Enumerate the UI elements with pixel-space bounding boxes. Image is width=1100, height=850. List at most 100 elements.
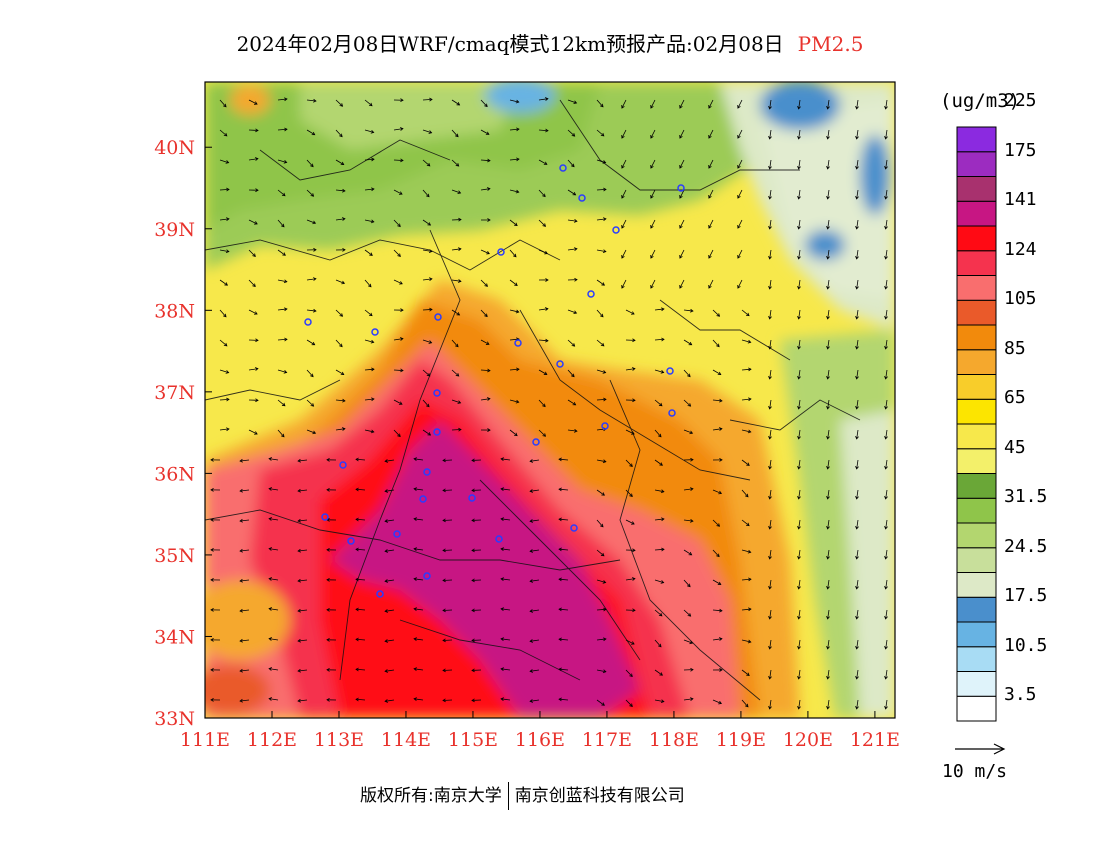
wind-arrow-head bbox=[855, 375, 859, 380]
wind-arrow-head bbox=[574, 277, 578, 282]
wind-arrow bbox=[885, 249, 888, 259]
wind-arrow bbox=[385, 489, 395, 492]
wind-arrow bbox=[769, 279, 772, 289]
wind-arrow bbox=[798, 369, 801, 379]
wind-arrow-head bbox=[855, 645, 859, 650]
wind-arrow-head bbox=[768, 675, 772, 680]
lat-tick-label: 35N bbox=[154, 545, 195, 567]
wind-arrow bbox=[509, 99, 519, 103]
wind-arrow bbox=[683, 429, 693, 434]
wind-arrow bbox=[422, 129, 432, 134]
wind-arrow bbox=[621, 279, 627, 289]
wind-arrow bbox=[856, 399, 859, 409]
wind-arrow bbox=[538, 308, 548, 311]
wind-arrow-head bbox=[458, 247, 462, 251]
wind-arrow bbox=[679, 279, 685, 289]
wind-arrow-head bbox=[400, 98, 404, 103]
wind-arrow-head bbox=[884, 285, 888, 290]
wind-arrow bbox=[769, 429, 772, 439]
city-marker bbox=[495, 535, 503, 543]
wind-arrow bbox=[712, 489, 722, 494]
wind-arrow-head bbox=[471, 698, 475, 703]
wind-arrow bbox=[679, 249, 685, 259]
wind-arrow-head bbox=[284, 307, 288, 312]
wind-arrow bbox=[269, 698, 279, 701]
wind-arrow-head bbox=[737, 164, 741, 169]
wind-arrow bbox=[683, 609, 691, 617]
wind-arrow-head bbox=[297, 668, 301, 673]
wind-arrow bbox=[364, 429, 374, 433]
wind-arrow-head bbox=[312, 220, 317, 225]
wind-arrow bbox=[798, 519, 801, 529]
wind-arrow-head bbox=[210, 638, 214, 642]
wind-arrow bbox=[596, 188, 607, 191]
wind-arrow-head bbox=[631, 641, 635, 645]
wind-arrow-head bbox=[744, 703, 749, 708]
wind-arrow bbox=[393, 128, 403, 131]
wind-arrow-head bbox=[650, 104, 654, 109]
wind-arrow-head bbox=[716, 523, 721, 527]
wind-arrow-head bbox=[689, 640, 694, 645]
wind-arrow bbox=[530, 519, 540, 522]
wind-arrow-head bbox=[297, 488, 301, 493]
wind-arrow-head bbox=[339, 343, 343, 348]
wind-arrow bbox=[269, 518, 279, 521]
wind-arrow bbox=[621, 189, 627, 199]
wind-arrow-head bbox=[719, 398, 723, 403]
copyright-separator bbox=[507, 782, 509, 810]
wind-arrow-head bbox=[826, 495, 830, 500]
wind-arrow bbox=[567, 399, 576, 406]
wind-arrow-head bbox=[631, 431, 635, 435]
wind-arrow-head bbox=[455, 163, 460, 167]
wind-arrow bbox=[596, 608, 607, 611]
wind-arrow-head bbox=[855, 225, 859, 230]
wind-arrow-head bbox=[339, 133, 343, 138]
wind-arrow bbox=[708, 159, 714, 169]
wind-arrow-head bbox=[313, 247, 317, 252]
colorbar-swatch bbox=[956, 250, 997, 276]
wind-arrow-head bbox=[826, 135, 830, 140]
wind-arrow bbox=[827, 399, 830, 409]
wind-arrow bbox=[737, 129, 743, 139]
wind-arrow bbox=[442, 669, 453, 671]
wind-arrow-head bbox=[768, 495, 772, 500]
wind-arrow bbox=[451, 279, 461, 282]
wind-arrow-head bbox=[631, 311, 635, 315]
wind-arrow bbox=[683, 369, 691, 377]
wind-arrow bbox=[269, 488, 279, 491]
wind-arrow bbox=[219, 398, 230, 401]
wind-arrow bbox=[625, 519, 635, 525]
wind-arrow bbox=[538, 429, 546, 437]
wind-arrow-head bbox=[342, 188, 346, 193]
wind-arrow-head bbox=[515, 99, 520, 104]
wind-arrow-head bbox=[748, 577, 752, 582]
city-marker bbox=[556, 360, 564, 368]
wind-arrow bbox=[277, 219, 285, 228]
wind-arrow-head bbox=[600, 132, 605, 137]
wind-arrow bbox=[509, 279, 518, 286]
wind-arrow bbox=[355, 608, 366, 611]
wind-arrow bbox=[219, 309, 227, 318]
wind-arrow bbox=[621, 129, 627, 139]
wind-arrow bbox=[298, 489, 308, 492]
wind-arrow-head bbox=[226, 397, 230, 402]
wind-arrow-head bbox=[603, 187, 607, 192]
wind-arrow-head bbox=[719, 668, 723, 672]
wind-arrow-head bbox=[661, 547, 665, 552]
wind-arrow bbox=[219, 369, 229, 374]
wind-arrow-head bbox=[500, 637, 504, 642]
wind-arrow bbox=[596, 369, 606, 374]
wind-arrow-head bbox=[500, 607, 504, 612]
wind-arrow-head bbox=[268, 697, 273, 701]
wind-arrow-head bbox=[355, 577, 359, 582]
wind-arrow bbox=[385, 609, 395, 612]
copyright-right: 南京创蓝科技有限公司 bbox=[514, 786, 685, 806]
wind-arrow-head bbox=[442, 548, 446, 553]
wind-arrow-head bbox=[284, 337, 288, 342]
wind-arrow-head bbox=[500, 697, 504, 702]
wind-arrow bbox=[827, 129, 830, 139]
wind-arrow-head bbox=[884, 255, 888, 260]
wind-arrow-head bbox=[326, 547, 330, 552]
wind-arrow-head bbox=[737, 134, 741, 139]
wind-arrow-head bbox=[458, 217, 462, 222]
